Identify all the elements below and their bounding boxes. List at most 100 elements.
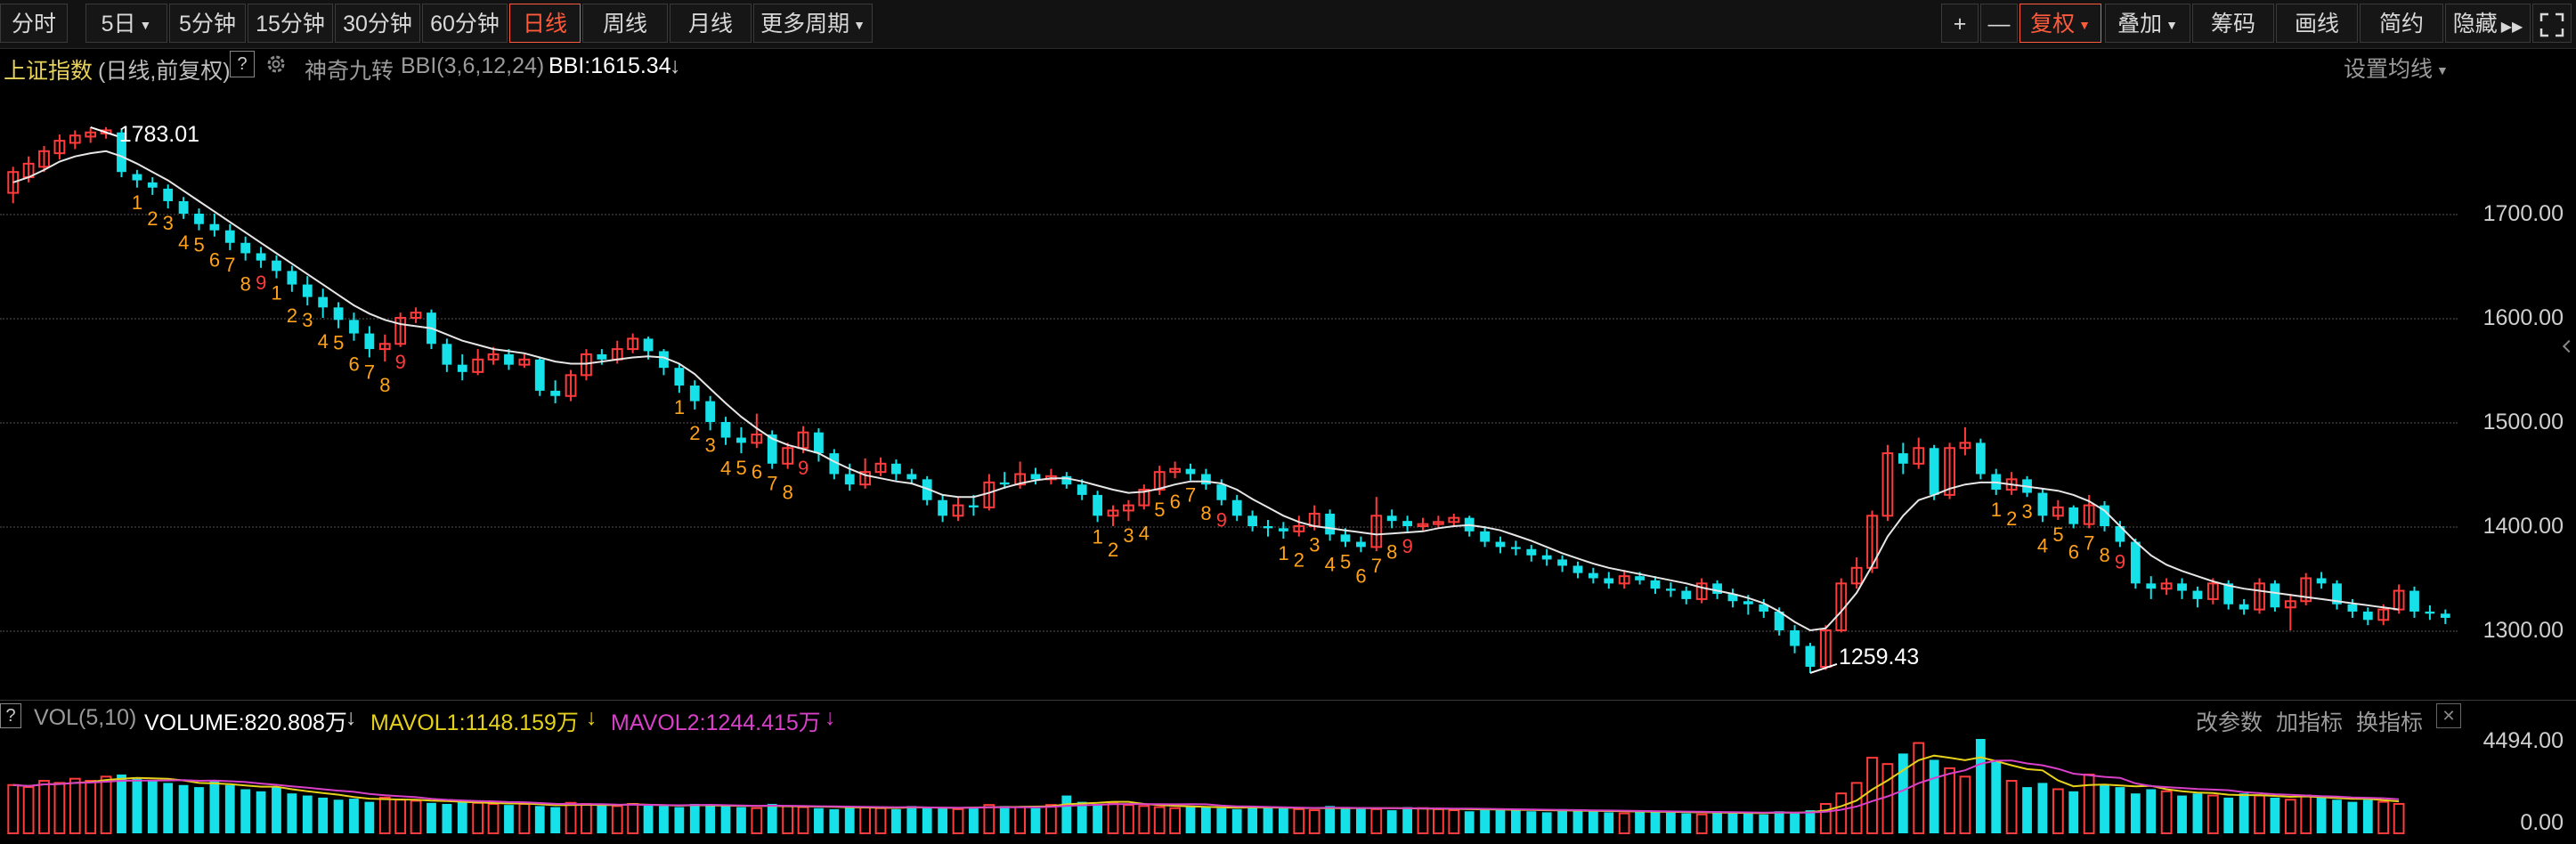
zoom-out-button[interactable]: — [1980, 4, 2018, 43]
fullscreen-button[interactable] [2532, 4, 2572, 43]
close-indicator-button[interactable]: ✕ [2436, 703, 2461, 728]
period-tab-15min[interactable]: 15分钟 [248, 4, 333, 43]
td-sequential-count: 3 [705, 434, 716, 456]
candle-body [550, 390, 561, 396]
candle-body [2300, 577, 2312, 603]
candle-body [2316, 578, 2327, 584]
candle-body [100, 129, 112, 134]
candle-body [1325, 513, 1335, 535]
candle-body [504, 353, 514, 365]
volume-bar [1510, 810, 1521, 833]
change-params-button[interactable]: 改参数 [2196, 710, 2263, 735]
volume-bar [952, 807, 964, 834]
mavol1-line [12, 754, 2400, 815]
candle-body [2270, 583, 2280, 608]
ma-settings-button[interactable]: 设置均线 ▼ [2344, 57, 2449, 82]
volume-bar [1712, 811, 1722, 833]
settings-gear-icon[interactable] [264, 52, 288, 83]
simple-mode-button[interactable]: 简约 [2360, 4, 2443, 43]
td-sequential-count: 8 [1386, 540, 1397, 563]
candle-body [1061, 475, 1072, 485]
volume-bar [2192, 793, 2203, 833]
td-sequential-count: 3 [163, 212, 174, 234]
td-sequential-count: 5 [1340, 550, 1351, 572]
candle-body [318, 296, 329, 308]
period-tab-5min[interactable]: 5分钟 [169, 4, 246, 43]
zoom-in-button[interactable]: + [1941, 4, 1979, 43]
draw-line-button[interactable]: 画线 [2276, 4, 2358, 43]
candle-body [1881, 452, 1894, 517]
volume-bar [1138, 805, 1150, 835]
period-tab-intraday[interactable]: 分时 [0, 4, 68, 43]
candle-body [2115, 526, 2125, 542]
volume-bar [797, 806, 809, 834]
candle-body [38, 150, 50, 168]
bbi-value: BBI:1615.34 [549, 53, 671, 78]
fullscreen-icon [2539, 13, 2564, 37]
volume-bar [2005, 780, 2018, 834]
chevron-down-icon: ▼ [2078, 18, 2091, 33]
volume-bar [22, 786, 35, 834]
overlay-dropdown[interactable]: 叠加 ▼ [2105, 4, 2190, 43]
volume-bar [132, 778, 142, 833]
candle-body [163, 188, 174, 201]
td-sequential-count: 9 [1402, 535, 1413, 557]
candle-body [2362, 611, 2373, 621]
bbi-params: BBI(3,6,12,24) [401, 53, 545, 78]
td-sequential-count: 1 [132, 191, 142, 214]
candle-body [736, 437, 746, 443]
candle-body [1201, 474, 1211, 485]
period-tab-daily[interactable]: 日线 [509, 4, 581, 43]
pane-divider[interactable] [0, 700, 2576, 701]
period-tab-5day[interactable]: 5日 ▼ [85, 4, 167, 43]
volume-bar [1650, 811, 1661, 833]
td-sequential-count: 4 [720, 458, 731, 480]
td-sequential-count: 5 [333, 332, 344, 354]
volume-axis-label: 0.00 [2520, 810, 2564, 835]
td-sequential-count: 5 [1154, 499, 1165, 521]
volume-bar [1061, 795, 1072, 833]
adjust-price-dropdown[interactable]: 复权 ▼ [2019, 4, 2101, 43]
candle-body [7, 171, 20, 194]
candle-body [85, 131, 97, 138]
candle-body [2192, 590, 2203, 599]
volume-indicator-name[interactable]: VOL(5,10) [34, 705, 137, 730]
volume-bar [1681, 813, 1692, 833]
period-tab-60min[interactable]: 60分钟 [422, 4, 508, 43]
volume-help-button[interactable]: ? [0, 703, 21, 728]
more-periods-dropdown[interactable]: 更多周期 ▼ [753, 4, 873, 43]
volume-bar [2377, 800, 2390, 835]
candle-body [287, 271, 297, 285]
volume-bar [457, 801, 467, 833]
hide-panel-button[interactable]: 隐藏 ▶▶ [2445, 4, 2531, 43]
candle-body [2409, 590, 2419, 612]
period-tab-monthly[interactable]: 月线 [670, 4, 752, 43]
mavol1-value: MAVOL1:1148.159万 [370, 710, 579, 735]
add-indicator-button[interactable]: 加指标 [2276, 710, 2344, 735]
volume-bar [751, 807, 763, 835]
period-tab-30min[interactable]: 30分钟 [335, 4, 420, 43]
volume-bar [378, 796, 391, 835]
volume-bar [2177, 795, 2187, 833]
candle-body [272, 260, 281, 272]
volume-bar [1169, 807, 1181, 835]
switch-indicator-button[interactable]: 换指标 [2356, 710, 2424, 735]
candle-body [1293, 525, 1305, 532]
period-tab-weekly[interactable]: 周线 [582, 4, 668, 43]
volume-bar [85, 780, 97, 834]
volume-bar [1774, 811, 1784, 833]
volume-bar [1695, 813, 1708, 834]
chips-button[interactable]: 筹码 [2192, 4, 2274, 43]
td-sequential-count: 6 [752, 460, 762, 483]
help-button[interactable]: ? [230, 51, 255, 77]
td-sequential-count: 1 [271, 282, 281, 304]
volume-bar [1325, 806, 1335, 833]
indicator-name[interactable]: 神奇九转 [305, 59, 394, 84]
candle-body [1093, 494, 1103, 516]
volume-bar [1835, 792, 1848, 834]
volume-bar [1618, 812, 1630, 834]
price-axis-label: 1500.00 [2483, 410, 2564, 434]
candle-body [2037, 492, 2048, 516]
volume-bar [1495, 808, 1506, 833]
